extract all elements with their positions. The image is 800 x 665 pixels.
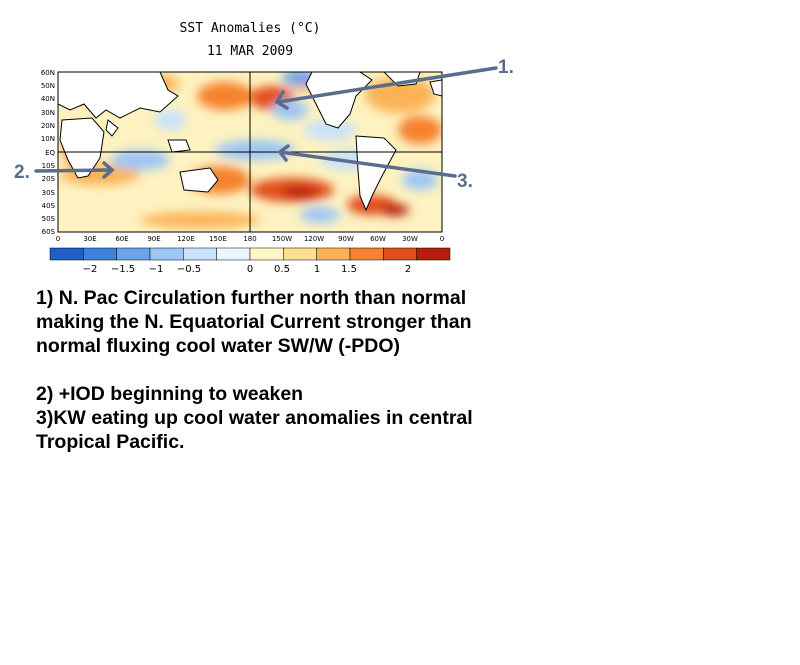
arrow-2-head [102,161,115,179]
note-1-line-1: 1) N. Pac Circulation further north than… [36,287,467,309]
lon-label: 60W [370,235,386,243]
lat-label: 40S [42,202,56,210]
lon-label: 90W [338,235,354,243]
note-2: 2) +IOD beginning to weaken [36,383,304,405]
colorbar-segment [83,247,117,261]
lon-label: 150E [209,235,227,243]
lat-label: EQ [45,149,55,157]
lat-label: 20S [42,175,56,183]
colorbar-labels: −2 −1.5 −1 −0.5 0 0.5 1 1.5 2 [83,264,412,275]
colorbar-tick-label: 0 [247,264,253,275]
arrow-3 [278,150,457,178]
annotation-label-1: 1. [498,57,514,78]
arrow-1-head [274,90,289,110]
colorbar-segment [116,247,151,261]
note-1-line-2: making the N. Equatorial Current stronge… [36,311,472,333]
lon-label: 0 [56,235,60,243]
colorbar-segment [316,247,351,261]
colorbar [49,247,451,261]
lon-labels: 0 30E 60E 90E 120E 150E 180 150W 120W 90… [56,235,444,243]
annotation-arrows [34,66,498,179]
lon-label: 120W [304,235,324,243]
colorbar-tick-label: 1.5 [341,264,357,275]
annotation-label-2: 2. [14,162,30,183]
colorbar-segment [349,247,384,261]
lon-label: 150W [272,235,292,243]
colorbar-segment [183,247,217,261]
colorbar-segment [49,247,84,261]
lat-label: 40N [41,95,55,103]
lon-label: 30E [83,235,96,243]
colorbar-tick-label: −0.5 [177,264,201,275]
lat-label: 30N [41,109,55,117]
lat-label: 50S [42,215,56,223]
lon-label: 60E [115,235,128,243]
lat-label: 50N [41,82,55,90]
map-title: SST Anomalies (°C) [179,21,321,36]
annotation-label-3: 3. [457,171,473,192]
map-date: 11 MAR 2009 [206,44,294,59]
colorbar-tick-label: −1.5 [111,264,135,275]
note-1-line-3: normal fluxing cool water SW/W (-PDO) [36,335,401,357]
lat-label: 60S [42,228,56,236]
colorbar-segment [283,247,317,261]
lat-labels: 60N 50N 40N 30N 20N 10N EQ 10S 20S 30S 4… [41,69,56,236]
lon-label: 180 [243,235,256,243]
colorbar-segment [249,247,284,261]
colorbar-tick-label: 1 [314,264,320,275]
arrow-2 [34,168,114,173]
lon-label: 0 [440,235,444,243]
lon-label: 120E [177,235,195,243]
notes-text: 1) N. Pac Circulation further north than… [36,286,596,454]
colorbar-tick-label: −1 [149,264,164,275]
arrow-1 [276,66,498,104]
anomaly-field [58,72,442,232]
colorbar-tick-label: −2 [83,264,98,275]
lat-label: 30S [42,189,56,197]
colorbar-segment [149,247,184,261]
lon-label: 90E [147,235,160,243]
arrow-3-head [277,144,290,162]
colorbar-segment [383,247,417,261]
colorbar-tick-label: 0.5 [274,264,290,275]
note-3-line-2: Tropical Pacific. [36,431,185,453]
annotation-labels: 1. 2. 3. [14,57,514,192]
colorbar-tick-label: 2 [405,264,411,275]
lon-label: 30W [402,235,418,243]
note-3-line-1: 3)KW eating up cool water anomalies in c… [36,407,473,429]
lat-label: 10N [41,135,55,143]
lat-label: 10S [42,162,56,170]
lat-label: 60N [41,69,55,77]
colorbar-segment [216,247,251,261]
lat-label: 20N [41,122,55,130]
colorbar-segment [416,247,451,261]
